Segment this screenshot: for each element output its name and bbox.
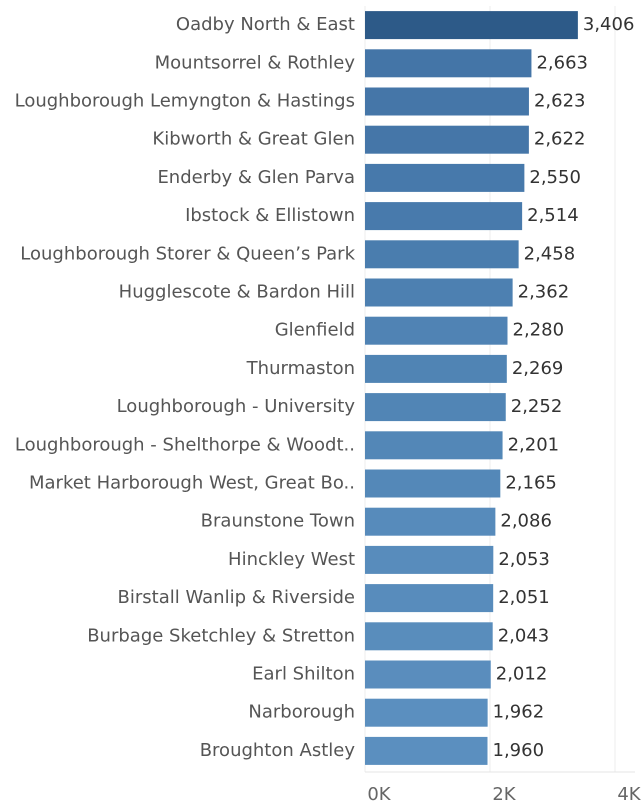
value-label: 2,622 [534,129,586,150]
bar [365,125,529,154]
value-label: 2,053 [498,549,550,570]
bar [365,163,525,192]
x-tick-label: 4K [617,784,641,804]
bar [365,545,494,574]
bar [365,202,523,231]
category-label: Broughton Astley [200,740,356,761]
category-label: Loughborough - University [117,396,356,417]
category-label: Loughborough Storer & Queen’s Park [20,243,355,264]
category-label: Loughborough Lemyngton & Hastings [15,91,355,112]
bar [365,87,529,116]
category-label: Narborough [248,702,355,723]
x-tick-label: 2K [492,784,516,804]
category-label: Loughborough - Shelthorpe & Woodt.. [15,434,355,455]
value-label: 2,252 [511,396,563,417]
value-label: 2,550 [529,167,581,188]
category-label: Hinckley West [228,549,355,570]
value-label: 2,280 [513,320,565,341]
bar [365,393,506,422]
value-label: 1,960 [493,740,545,761]
bar [365,431,503,460]
bar [365,49,532,78]
category-label: Birstall Wanlip & Riverside [118,587,355,608]
category-label: Hugglescote & Bardon Hill [119,282,355,303]
value-label: 2,086 [500,511,552,532]
category-label: Glenfield [275,320,355,341]
value-label: 2,201 [508,434,560,455]
value-label: 2,663 [536,52,588,73]
value-label: 2,051 [498,587,550,608]
category-label: Oadby North & East [176,14,355,35]
bar [365,469,501,498]
category-label: Earl Shilton [252,664,355,685]
value-label: 2,012 [496,664,548,685]
value-label: 2,623 [534,91,586,112]
category-label: Mountsorrel & Rothley [155,52,356,73]
category-label: Ibstock & Ellistown [185,205,355,226]
bar [365,660,491,689]
value-label: 2,514 [527,205,579,226]
value-label: 2,269 [512,358,564,379]
value-label: 1,962 [493,702,545,723]
value-label: 3,406 [583,14,635,35]
category-label: Thurmaston [246,358,355,379]
bar [365,240,519,269]
value-label: 2,043 [498,625,550,646]
bar [365,584,494,613]
category-label: Market Harborough West, Great Bo.. [29,473,355,494]
bar [365,736,488,765]
bar [365,698,488,727]
category-label: Braunstone Town [201,511,355,532]
value-label: 2,362 [518,282,570,303]
value-label: 2,458 [524,243,576,264]
category-label: Enderby & Glen Parva [157,167,355,188]
bar [365,354,507,383]
bar [365,622,493,651]
category-label: Kibworth & Great Glen [152,129,355,150]
bar [365,11,578,40]
bar [365,507,496,536]
bar [365,278,513,307]
x-tick-label: 0K [367,784,391,804]
value-label: 2,165 [505,473,557,494]
category-label: Burbage Sketchley & Stretton [87,625,355,646]
bar [365,316,508,345]
